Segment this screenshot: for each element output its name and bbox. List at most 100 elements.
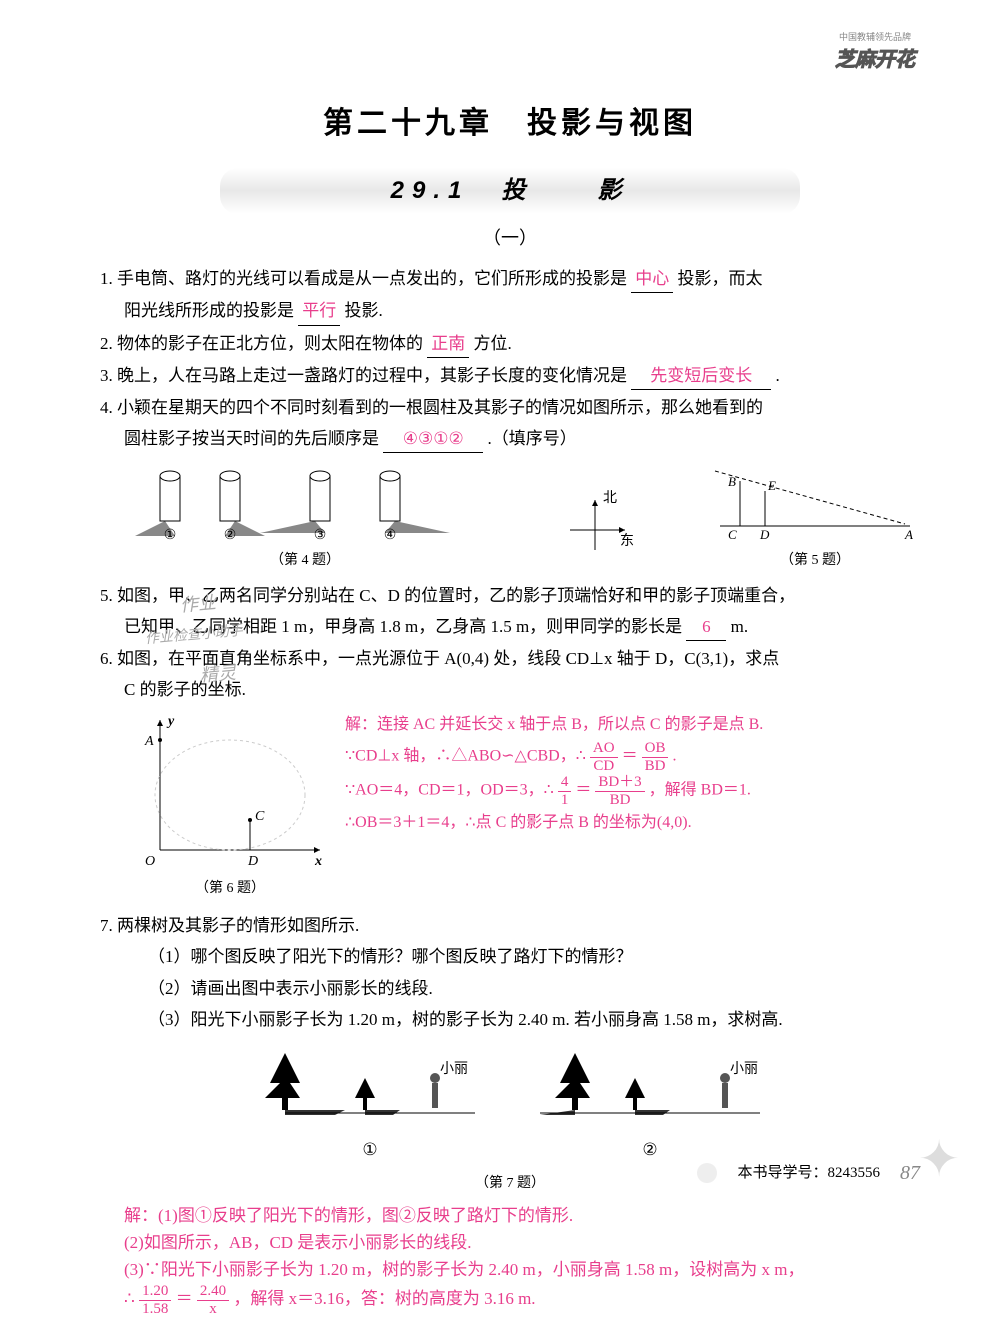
s7f2n: 2.40: [197, 1283, 229, 1301]
q3-p1: 3. 晚上，人在马路上走过一盏路灯的过程中，其影子长度的变化情况是: [100, 366, 627, 385]
fig7-1: 小丽 ①: [255, 1043, 485, 1163]
svg-text:C: C: [728, 527, 737, 541]
svg-text:小丽: 小丽: [440, 1061, 468, 1077]
svg-text:C: C: [255, 809, 265, 824]
s6-l3b: ，解得 BD＝1.: [649, 782, 751, 799]
s7-l2: (2)如图所示，AB，CD 是表示小丽影长的线段.: [124, 1229, 920, 1256]
q4-p2: 圆柱影子按当天时间的先后顺序是: [124, 429, 379, 448]
s6-l2a: ∵CD⊥x 轴，∴△ABO∽△CBD，∴: [345, 748, 586, 765]
chapter-title: 第二十九章 投影与视图: [100, 100, 920, 148]
question-2: 2. 物体的影子在正北方位，则太阳在物体的 正南 方位.: [100, 330, 920, 358]
s6-l1: 解：连接 AC 并延长交 x 轴于点 B，所以点 C 的影子是点 B.: [345, 710, 920, 740]
f3n: 4: [558, 774, 572, 792]
question-3: 3. 晚上，人在马路上走过一盏路灯的过程中，其影子长度的变化情况是 先变短后变长…: [100, 362, 920, 390]
svg-text:北: 北: [603, 490, 617, 506]
q3-p2: .: [776, 366, 780, 385]
svg-text:A: A: [904, 527, 913, 541]
figure-6: A C D O x y 作业 作业检查小助手 精灵 （第 6 题）: [130, 710, 330, 907]
svg-text:①: ①: [164, 528, 177, 541]
eq1: ＝: [622, 748, 638, 765]
solution-6: A C D O x y 作业 作业检查小助手 精灵 （第 6 题） 解：连接 A…: [130, 710, 920, 907]
question-7: 7. 两棵树及其影子的情形如图所示.: [100, 912, 920, 939]
q7-sub3: （3）阳光下小丽影子长为 1.20 m，树的影子长为 2.40 m. 若小丽身高…: [100, 1006, 920, 1033]
question-5: 5. 如图，甲、乙两名同学分别站在 C、D 的位置时，乙的影子顶端恰好和甲的影子…: [100, 582, 920, 609]
brand-main: 芝麻开花: [810, 44, 940, 76]
q2-blank1: 正南: [427, 330, 469, 358]
s7-l3: (3)∵阳光下小丽影子长为 1.20 m，树的影子长为 2.40 m，小丽身高 …: [124, 1256, 920, 1283]
guide-number: 本书导学号：8243556: [737, 1161, 880, 1185]
s6-l4: ∴OB＝3＋1＝4，∴点 C 的影子点 B 的坐标为(4,0).: [345, 808, 920, 838]
svg-text:O: O: [145, 854, 155, 869]
q2-p2: 方位.: [474, 334, 512, 353]
s7-l4b: ，解得 x＝3.16，答：树的高度为 3.16 m.: [233, 1289, 535, 1308]
f4d: BD: [595, 792, 644, 809]
solution-7: 解：(1)图①反映了阳光下的情形，图②反映了路灯下的情形. (2)如图所示，AB…: [100, 1202, 920, 1317]
watermark-1: 作业: [179, 588, 217, 620]
f2d: BD: [642, 758, 669, 775]
q1-p2: 投影，而太: [678, 269, 763, 288]
svg-text:③: ③: [314, 528, 327, 541]
watermark-3: 精灵: [199, 658, 237, 690]
s7f2d: x: [197, 1301, 229, 1317]
q1-blank1: 中心: [631, 265, 673, 293]
question-1: 1. 手电筒、路灯的光线可以看成是从一点发出的，它们所形成的投影是 中心 投影，…: [100, 265, 920, 293]
svg-text:B: B: [728, 474, 736, 489]
brand-subtitle: 中国教辅领先品牌: [810, 30, 940, 44]
fig6-caption: （第 6 题）: [130, 878, 330, 900]
q4-p3: .（填序号）: [488, 429, 577, 448]
f2n: OB: [642, 740, 669, 758]
svg-text:E: E: [767, 478, 776, 493]
figure-5: B E C D A （第 5 题）: [710, 461, 920, 578]
figures-4-5: ① ② ③ ④ （第 4 题）: [130, 461, 920, 578]
figure-4: ① ② ③ ④ （第 4 题）: [130, 461, 480, 578]
fig7-2: 小丽 ②: [535, 1043, 765, 1163]
svg-text:A: A: [144, 734, 154, 749]
q4-p1: 4. 小颖在星期天的四个不同时刻看到的一根圆柱及其影子的情况如图所示，那么她看到…: [100, 398, 763, 417]
q4-blank1: ④③①②: [383, 425, 483, 453]
q1-p4: 投影.: [345, 301, 383, 320]
s6-l2b: .: [672, 748, 676, 765]
fig4-svg: ① ② ③ ④: [130, 461, 480, 541]
figure-7: 小丽 ① 小丽 ②: [100, 1043, 920, 1163]
q7-sub2: （2）请画出图中表示小丽影长的线段.: [100, 975, 920, 1002]
s6-l2: ∵CD⊥x 轴，∴△ABO∽△CBD，∴ AOCD ＝ OBBD .: [345, 740, 920, 774]
svg-text:D: D: [247, 854, 258, 869]
f3d: 1: [558, 792, 572, 809]
q2-p1: 2. 物体的影子在正北方位，则太阳在物体的: [100, 334, 423, 353]
svg-text:x: x: [314, 854, 322, 869]
brand-logo: 中国教辅领先品牌 芝麻开花: [810, 30, 940, 90]
s6-l3a: ∵AO＝4，CD＝1，OD＝3，∴: [345, 782, 554, 799]
q5-p3: m.: [731, 617, 748, 636]
solution-6-text: 解：连接 AC 并延长交 x 轴于点 B，所以点 C 的影子是点 B. ∵CD⊥…: [345, 710, 920, 907]
q7-sub1: （1）哪个图反映了阳光下的情形？哪个图反映了路灯下的情形？: [100, 943, 920, 970]
svg-text:②: ②: [224, 528, 237, 541]
svg-text:D: D: [759, 527, 770, 541]
s7eq: ＝: [176, 1289, 193, 1308]
svg-text:y: y: [166, 714, 175, 729]
svg-text:东: 东: [620, 533, 634, 549]
s7-l1: 解：(1)图①反映了阳光下的情形，图②反映了路灯下的情形.: [124, 1202, 920, 1229]
svg-text:④: ④: [384, 528, 397, 541]
q1-p3: 阳光线所形成的投影是: [124, 301, 294, 320]
question-4: 4. 小颖在星期天的四个不同时刻看到的一根圆柱及其影子的情况如图所示，那么她看到…: [100, 394, 920, 421]
s7f1d: 1.58: [139, 1301, 171, 1317]
q3-blank1: 先变短后变长: [631, 362, 771, 390]
s7-l4a: ∴: [124, 1289, 135, 1308]
section-title: 29.1 投 影: [220, 168, 800, 214]
svg-text:小丽: 小丽: [730, 1061, 758, 1077]
page-number: 87: [900, 1157, 920, 1189]
s7f1n: 1.20: [139, 1283, 171, 1301]
subsection: （一）: [100, 224, 920, 253]
s6-l3: ∵AO＝4，CD＝1，OD＝3，∴ 41 ＝ BD＋3BD ，解得 BD＝1.: [345, 774, 920, 808]
f1d: CD: [590, 758, 618, 775]
eq2: ＝: [575, 782, 591, 799]
f4n: BD＋3: [595, 774, 644, 792]
fig5-caption: （第 5 题）: [710, 550, 920, 572]
q1-p1: 1. 手电筒、路灯的光线可以看成是从一点发出的，它们所形成的投影是: [100, 269, 627, 288]
question-4b: 圆柱影子按当天时间的先后顺序是 ④③①② .（填序号）: [100, 425, 920, 453]
footer-decoration: ✦: [918, 1119, 960, 1199]
star-icon: [697, 1163, 717, 1183]
s7-l4: ∴ 1.201.58 ＝ 2.40x ，解得 x＝3.16，答：树的高度为 3.…: [124, 1283, 920, 1317]
q1-blank2: 平行: [298, 297, 340, 325]
fig7-label1: ①: [255, 1136, 485, 1163]
